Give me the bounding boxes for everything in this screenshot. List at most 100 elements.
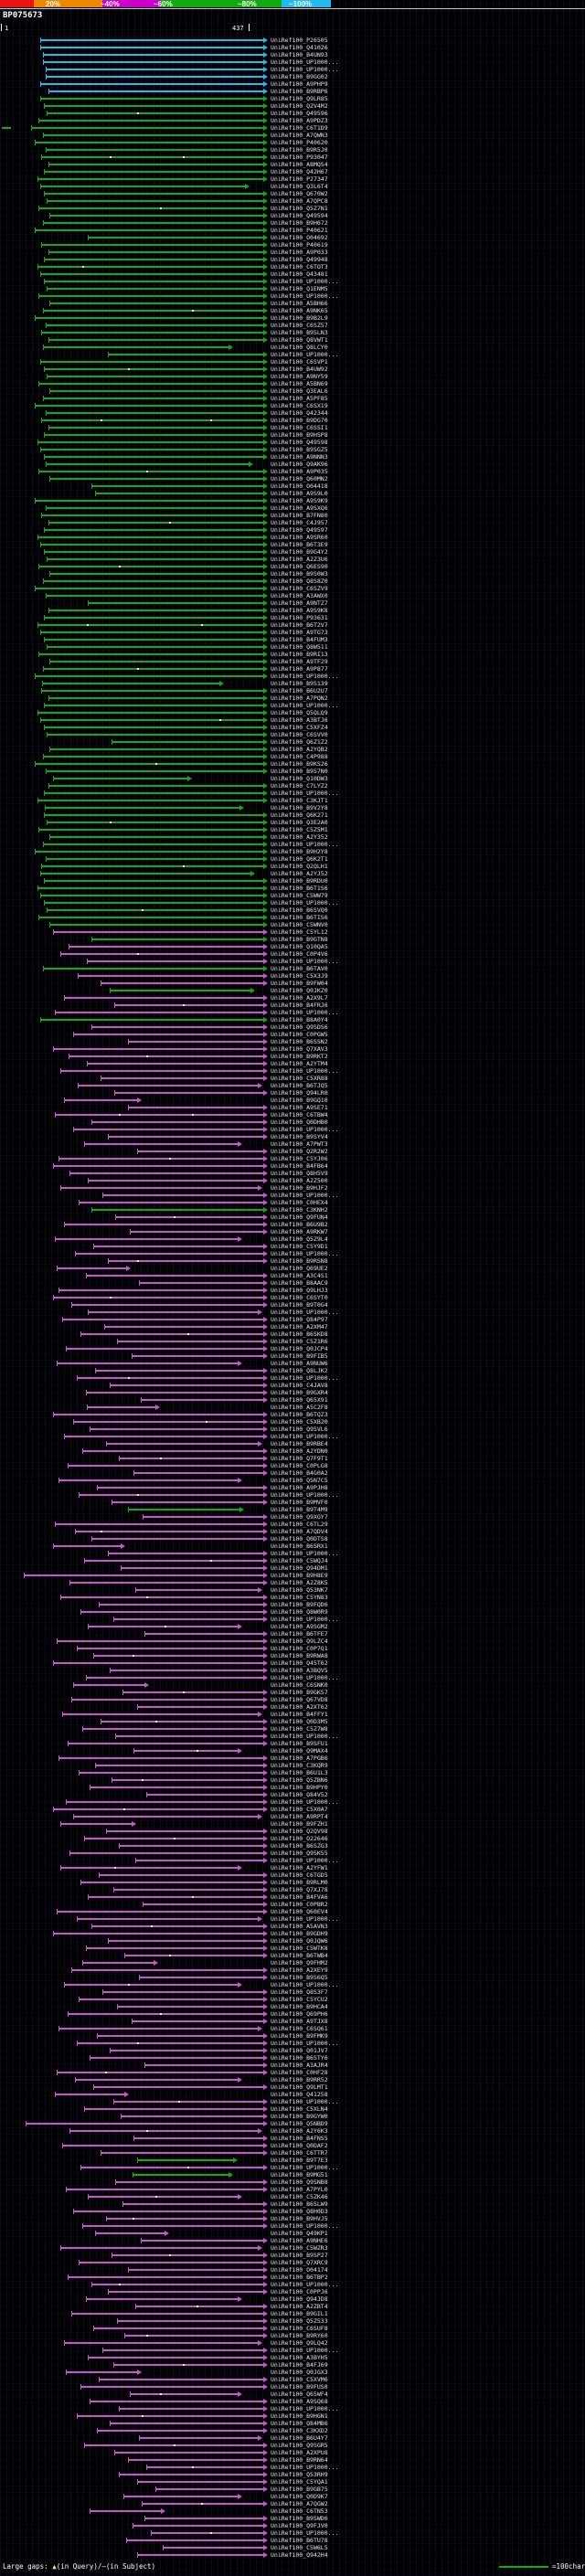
hit-bar[interactable]	[24, 1574, 263, 1576]
hit-bar[interactable]	[123, 2496, 238, 2497]
alignment-row[interactable]: UniRef100_Q9LHJ3	[0, 1287, 585, 1294]
hit-bar[interactable]	[69, 1582, 263, 1584]
hit-label[interactable]: UniRef100_Q0JKZ0	[271, 987, 328, 994]
alignment-row[interactable]: UniRef100_B6SKD8	[0, 1330, 585, 1338]
alignment-row[interactable]: UniRef100_B9SGZ5	[0, 446, 585, 453]
hit-bar[interactable]	[93, 2086, 263, 2088]
hit-label[interactable]: UniRef100_C6TTR7	[271, 2149, 328, 2157]
hit-label[interactable]: UniRef100_UP1000...	[271, 790, 339, 797]
hit-bar[interactable]	[55, 1012, 263, 1013]
alignment-row[interactable]: UniRef100_UP1000...	[0, 58, 585, 66]
hit-label[interactable]: UniRef100_P93631	[271, 614, 328, 621]
hit-bar[interactable]	[73, 1816, 258, 1818]
hit-bar[interactable]	[37, 441, 263, 443]
hit-bar[interactable]	[93, 1655, 263, 1657]
hit-label[interactable]: UniRef100_B9RI13	[271, 651, 328, 658]
hit-label[interactable]: UniRef100_UP1000...	[271, 2164, 339, 2171]
hit-bar[interactable]	[68, 2276, 263, 2278]
hit-label[interactable]: UniRef100_B9FMK9	[271, 2032, 328, 2040]
alignment-row[interactable]: UniRef100_B6SVQ0	[0, 906, 585, 914]
hit-bar[interactable]	[38, 120, 263, 122]
hit-label[interactable]: UniRef100_O22646	[271, 1835, 328, 1842]
hit-bar[interactable]	[132, 1355, 263, 1357]
hit-label[interactable]: UniRef100_B6SVQ0	[271, 906, 328, 914]
hit-bar[interactable]	[43, 54, 263, 56]
hit-bar[interactable]	[90, 2401, 263, 2402]
alignment-row[interactable]: UniRef100_O22646	[0, 1835, 585, 1842]
hit-bar[interactable]	[38, 295, 263, 297]
hit-bar[interactable]	[62, 1713, 258, 1715]
alignment-row[interactable]: UniRef100_UP1000...	[0, 1857, 585, 1864]
alignment-row[interactable]: UniRef100_A9SQ68	[0, 2398, 585, 2405]
hit-label[interactable]: UniRef100_B8AAC9	[271, 1279, 328, 1287]
alignment-row[interactable]: UniRef100_Q3E2A0	[0, 819, 585, 826]
hit-bar[interactable]	[37, 266, 263, 268]
hit-bar[interactable]	[57, 1362, 238, 1364]
hit-label[interactable]: UniRef100_A3C4S1	[271, 1272, 328, 1279]
alignment-row[interactable]: UniRef100_Q2QLH1	[0, 863, 585, 870]
hit-label[interactable]: UniRef100_Q9LR85	[271, 95, 328, 102]
hit-label[interactable]: UniRef100_C5YL12	[271, 928, 328, 936]
hit-label[interactable]: UniRef100_A9TG73	[271, 629, 328, 636]
alignment-row[interactable]: UniRef100_Q8W511	[0, 643, 585, 651]
hit-bar[interactable]	[40, 449, 263, 451]
hit-bar[interactable]	[37, 800, 263, 801]
hit-bar[interactable]	[49, 573, 263, 575]
hit-bar[interactable]	[44, 193, 263, 195]
hit-bar[interactable]	[37, 178, 263, 180]
hit-label[interactable]: UniRef100_B4FUM3	[271, 636, 328, 643]
hit-bar[interactable]	[38, 653, 263, 655]
hit-bar[interactable]	[47, 558, 263, 560]
hit-label[interactable]: UniRef100_B9SYV4	[271, 1133, 328, 1140]
alignment-row[interactable]: UniRef100_C5WQJ4	[0, 1557, 585, 1564]
hit-label[interactable]: UniRef100_UP1000...	[271, 1491, 339, 1499]
hit-label[interactable]: UniRef100_Q53NK7	[271, 1586, 328, 1594]
alignment-row[interactable]: UniRef100_UP1000...	[0, 2405, 585, 2412]
hit-bar[interactable]	[43, 580, 263, 582]
alignment-row[interactable]: UniRef100_A3BTJ6	[0, 716, 585, 724]
hit-label[interactable]: UniRef100_Q9AK96	[271, 461, 328, 468]
alignment-row[interactable]: UniRef100_C3KJT1	[0, 797, 585, 804]
hit-label[interactable]: UniRef100_Q9SGR5	[271, 2442, 328, 2449]
hit-label[interactable]: UniRef100_C5W6L5	[271, 2544, 328, 2551]
hit-bar[interactable]	[44, 726, 263, 728]
hit-label[interactable]: UniRef100_B6TAV0	[271, 965, 328, 972]
hit-label[interactable]: UniRef100_Q7XAV3	[271, 1045, 328, 1053]
hit-label[interactable]: UniRef100_A9NHE6	[271, 2237, 328, 2244]
alignment-row[interactable]: UniRef100_UP1000...	[0, 2347, 585, 2354]
hit-bar[interactable]	[60, 1070, 263, 1072]
hit-bar[interactable]	[41, 332, 263, 334]
hit-bar[interactable]	[60, 1596, 263, 1598]
hit-bar[interactable]	[88, 2357, 263, 2359]
hit-label[interactable]: UniRef100_A9P035	[271, 468, 328, 475]
hit-bar[interactable]	[44, 639, 263, 641]
hit-bar[interactable]	[48, 427, 263, 429]
hit-label[interactable]: UniRef100_A2YJ52	[271, 870, 328, 877]
alignment-row[interactable]: UniRef100_Q53NK7	[0, 1586, 585, 1594]
hit-label[interactable]: UniRef100_Q9LHJ3	[271, 1287, 328, 1294]
alignment-row[interactable]: UniRef100_UP1000...	[0, 351, 585, 358]
hit-label[interactable]: UniRef100_B4UN93	[271, 51, 328, 58]
alignment-row[interactable]: UniRef100_Q9XGY7	[0, 1513, 585, 1521]
alignment-row[interactable]: UniRef100_C6TL29	[0, 1521, 585, 1528]
hit-label[interactable]: UniRef100_B9DG70	[271, 417, 328, 424]
alignment-row[interactable]: UniRef100_Q49596	[0, 110, 585, 117]
alignment-row[interactable]: UniRef100_B9GG02	[0, 73, 585, 80]
hit-bar[interactable]	[40, 361, 263, 363]
alignment-row[interactable]: UniRef100_UP1000...	[0, 2098, 585, 2105]
alignment-row[interactable]: UniRef100_A2YJ52	[0, 870, 585, 877]
hit-bar[interactable]	[97, 2430, 263, 2432]
hit-label[interactable]: UniRef100_A9RPT4	[271, 1813, 328, 1820]
alignment-row[interactable]: UniRef100_B4FVA6	[0, 1893, 585, 1901]
hit-label[interactable]: UniRef100_Q1ENM5	[271, 285, 328, 292]
hit-bar[interactable]	[106, 1443, 258, 1445]
hit-bar[interactable]	[73, 1684, 144, 1686]
hit-label[interactable]: UniRef100_C5ZK46	[271, 2193, 328, 2200]
hit-bar[interactable]	[108, 1136, 263, 1138]
hit-label[interactable]: UniRef100_A7PYL0	[271, 2186, 328, 2193]
alignment-row[interactable]: UniRef100_Q10QA5	[0, 943, 585, 950]
hit-bar[interactable]	[128, 1041, 263, 1043]
hit-label[interactable]: UniRef100_C5YJ06	[271, 1155, 328, 1162]
hit-label[interactable]: UniRef100_A2XPU8	[271, 2449, 328, 2456]
hit-label[interactable]: UniRef100_A9SE71	[271, 1104, 328, 1111]
